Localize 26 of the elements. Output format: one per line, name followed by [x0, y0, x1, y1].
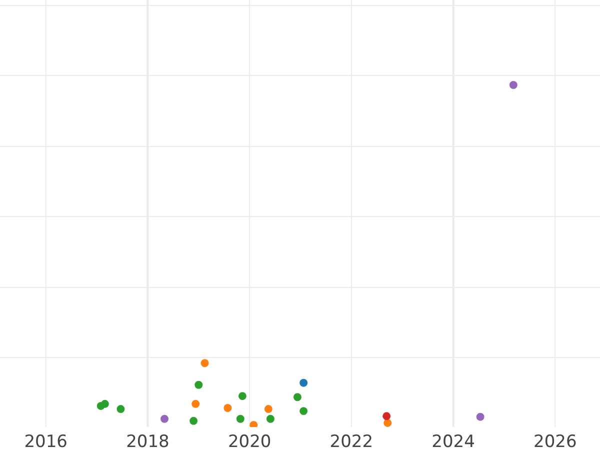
x-tick-label: 2020 [228, 432, 272, 450]
point [190, 416, 198, 425]
x-tick-label: 2016 [24, 432, 68, 450]
point [250, 421, 258, 427]
point [224, 404, 232, 412]
point [476, 412, 484, 421]
point [100, 400, 109, 408]
x-tick-label: 2022 [330, 432, 374, 450]
x-tick-label: 2018 [126, 432, 170, 450]
point [300, 407, 308, 416]
point [192, 400, 200, 408]
point [300, 378, 308, 387]
x-tick-label: 2024 [432, 432, 475, 450]
point [509, 81, 518, 89]
point [264, 405, 272, 413]
point [200, 359, 209, 368]
point [116, 405, 125, 413]
point [236, 414, 244, 423]
point [238, 392, 246, 400]
point [160, 414, 169, 423]
point [266, 414, 274, 423]
x-tick-label: 2026 [534, 432, 577, 450]
point [384, 418, 392, 427]
point [382, 412, 391, 420]
point [194, 380, 203, 389]
point [293, 393, 302, 402]
